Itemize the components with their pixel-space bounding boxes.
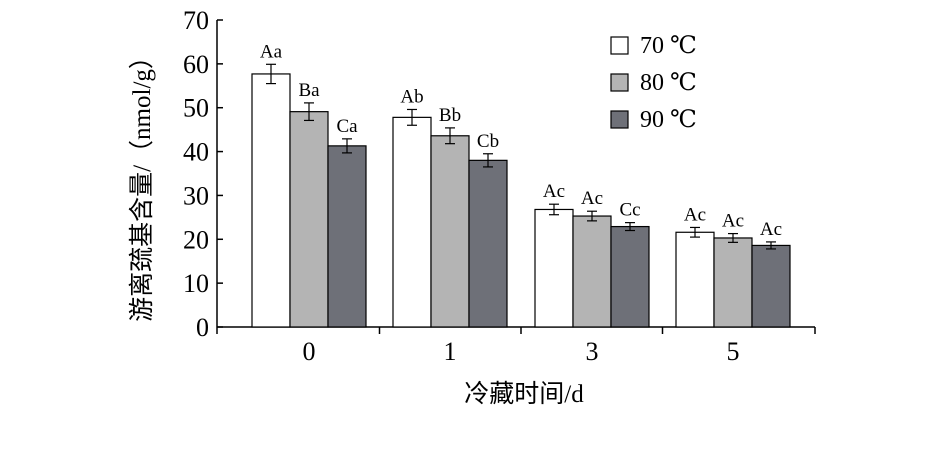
bar xyxy=(534,208,574,328)
significance-label: Ac xyxy=(543,181,565,202)
y-tick-label: 30 xyxy=(183,181,209,210)
y-tick-label: 10 xyxy=(183,269,209,298)
bar xyxy=(327,145,367,328)
legend-label: 90 ℃ xyxy=(640,107,697,133)
legend-swatch xyxy=(610,110,629,129)
significance-label: Ac xyxy=(581,188,603,209)
legend-label: 80 ℃ xyxy=(640,70,697,96)
bar xyxy=(713,237,753,328)
y-tick-label: 60 xyxy=(183,50,209,79)
legend: 70 ℃ 80 ℃ 90 ℃ xyxy=(610,33,697,133)
legend-label: 70 ℃ xyxy=(640,33,697,59)
axes: 0 10 20 30 40 50 60 70 0 1 3 5 xyxy=(183,6,816,366)
x-tick-label: 5 xyxy=(727,337,740,366)
legend-swatch xyxy=(610,73,629,92)
x-tick-label: 1 xyxy=(444,337,457,366)
y-tick-label: 50 xyxy=(183,94,209,123)
bar xyxy=(675,231,715,328)
y-tick-label: 20 xyxy=(183,225,209,254)
y-tick-label: 40 xyxy=(183,138,209,167)
significance-label: Cc xyxy=(619,200,640,221)
bar xyxy=(751,244,791,328)
y-axis-title: 游离巯基含量/（nmol/g） xyxy=(128,44,156,322)
y-tick-label: 70 xyxy=(183,6,209,35)
significance-label: Ba xyxy=(298,80,320,101)
significance-label: Aa xyxy=(260,41,283,62)
significance-label: Ac xyxy=(760,219,782,240)
significance-label: Ab xyxy=(400,86,423,107)
significance-label: Cb xyxy=(477,131,499,152)
bar xyxy=(572,215,612,328)
bar xyxy=(392,116,432,328)
bar xyxy=(610,225,650,328)
bar xyxy=(251,73,291,328)
data-labels-group: Aa Ab Ac Ac Ba Bb Ac Ac Ca Cb Cc Ac xyxy=(260,41,782,240)
bar xyxy=(289,111,329,328)
x-tick-label: 0 xyxy=(303,337,316,366)
y-tick-label: 0 xyxy=(196,313,209,342)
x-axis-title: 冷藏时间/d xyxy=(464,380,584,408)
bar xyxy=(468,159,508,328)
significance-label: Ac xyxy=(722,211,744,232)
significance-label: Bb xyxy=(439,105,461,126)
significance-label: Ac xyxy=(684,204,706,225)
significance-label: Ca xyxy=(336,116,358,137)
bars-group xyxy=(251,63,791,328)
legend-swatch xyxy=(610,36,629,55)
x-tick-label: 3 xyxy=(586,337,599,366)
bar xyxy=(430,135,470,328)
